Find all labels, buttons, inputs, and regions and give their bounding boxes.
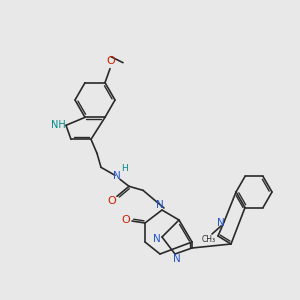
Text: N: N <box>153 234 161 244</box>
Text: O: O <box>106 56 116 66</box>
Text: CH₃: CH₃ <box>202 235 216 244</box>
Text: N: N <box>217 218 225 228</box>
Text: N: N <box>156 200 164 210</box>
Text: N: N <box>113 171 121 181</box>
Text: O: O <box>122 215 130 225</box>
Text: NH: NH <box>51 120 65 130</box>
Text: H: H <box>122 164 128 173</box>
Text: O: O <box>108 196 116 206</box>
Text: N: N <box>173 254 181 264</box>
